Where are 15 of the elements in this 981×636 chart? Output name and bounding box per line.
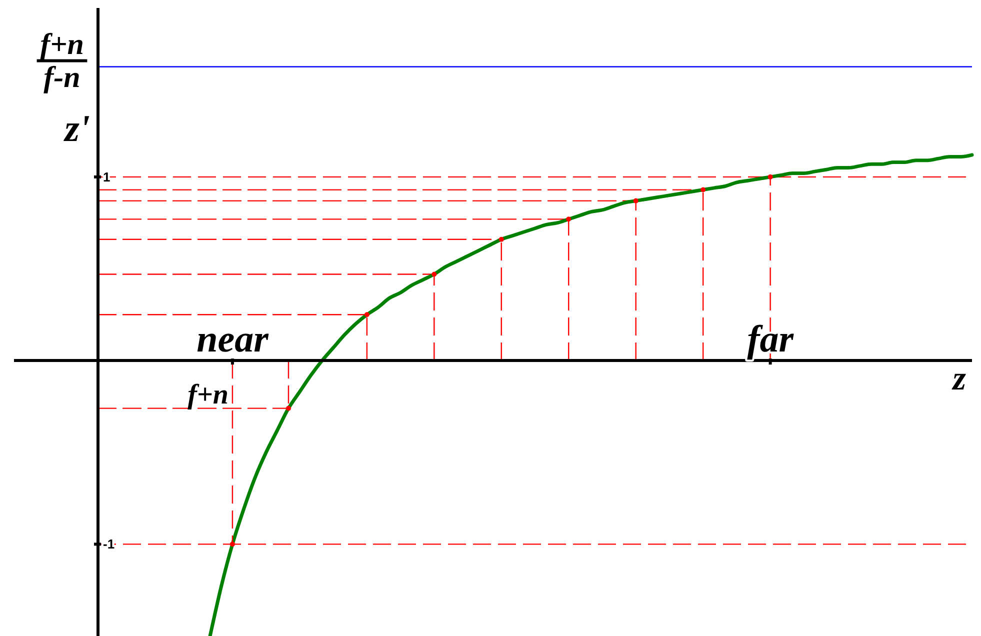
point [700, 187, 706, 192]
annotation: f+n [188, 379, 228, 410]
point [364, 312, 370, 318]
x-axis-title: z [952, 360, 967, 398]
y-axis-title: z' [62, 108, 90, 150]
point [498, 236, 504, 242]
point [286, 406, 291, 411]
point [566, 216, 572, 222]
point [230, 542, 235, 547]
ref-line-label: f+n f-n [40, 28, 84, 94]
point [432, 272, 437, 277]
point [633, 198, 638, 204]
x-tick-label: near [196, 318, 270, 361]
x-tick-label: far [747, 318, 795, 361]
point [768, 174, 773, 180]
